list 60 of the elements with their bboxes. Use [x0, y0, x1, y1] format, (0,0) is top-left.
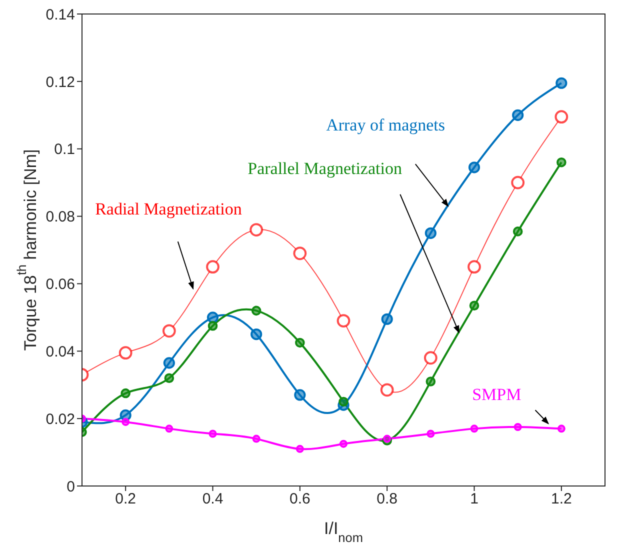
x-tick-label: 0.4 [202, 490, 224, 508]
point [380, 383, 394, 397]
point [557, 424, 566, 433]
x-tick-label: 1.2 [550, 490, 572, 508]
point [340, 440, 348, 448]
point [381, 313, 393, 325]
point [295, 338, 305, 348]
y-tick-label: 0.06 [46, 276, 75, 294]
point [120, 388, 130, 398]
point [424, 227, 436, 239]
point [294, 389, 306, 401]
x-tick-label: 1 [470, 490, 478, 508]
y-tick-label: 0.12 [46, 74, 75, 91]
point [554, 110, 568, 124]
y-tick-label: 0.02 [46, 410, 75, 428]
point [122, 418, 130, 426]
point [118, 346, 132, 360]
point [162, 324, 176, 338]
y-tick-label: 0.08 [46, 208, 75, 226]
point [208, 320, 218, 331]
point [206, 312, 219, 324]
point [206, 260, 220, 274]
text: Parallel Magnetization [248, 159, 402, 178]
point [556, 157, 566, 168]
point [165, 424, 174, 433]
point [470, 424, 478, 433]
point [293, 246, 307, 260]
point [164, 373, 174, 384]
point [250, 223, 264, 236]
y-tick-label: 0.04 [46, 343, 75, 360]
point [336, 314, 350, 328]
point [250, 328, 262, 340]
point [468, 260, 481, 274]
point [338, 396, 348, 407]
point [251, 306, 262, 316]
point [511, 176, 525, 190]
point [512, 226, 523, 236]
point [556, 77, 568, 89]
x-tick-label: 0.8 [376, 490, 398, 508]
x-axis-title: I/I$_{nom}$ [324, 519, 363, 544]
point [208, 430, 217, 438]
point [252, 434, 260, 443]
text: Array of magnets [326, 115, 446, 134]
point [469, 300, 480, 311]
point [296, 444, 304, 453]
x-tick-label: 0.6 [289, 490, 310, 508]
point [512, 109, 524, 121]
y-tick-label: 0.14 [46, 6, 75, 24]
series-label: Radial Magnetization [95, 200, 242, 219]
y-tick-label: 0.1 [54, 141, 75, 158]
x-tick-label: 0.2 [115, 490, 136, 508]
point [426, 376, 436, 386]
point [514, 423, 522, 431]
point [468, 162, 480, 174]
series-label: SMPM [472, 385, 522, 404]
point [426, 430, 435, 438]
point [424, 351, 438, 365]
point [383, 434, 392, 443]
point [163, 357, 175, 369]
y-tick-label: 0 [66, 478, 75, 496]
